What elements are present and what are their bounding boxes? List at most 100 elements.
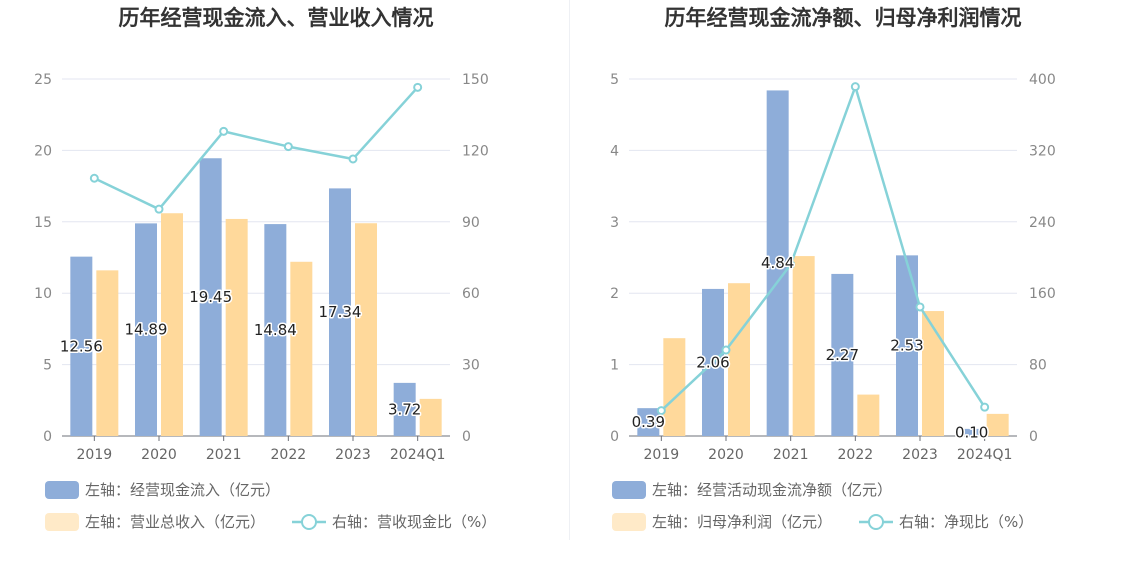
chart2-legend-swatch — [612, 481, 646, 499]
chart2-right-tick-label: 240 — [1029, 215, 1056, 231]
chart2-x-tick-label: 2019 — [644, 447, 680, 463]
chart2-line-point — [980, 402, 990, 412]
chart2-legend-label: 右轴：净现比（%） — [899, 513, 1033, 531]
chart2-bar-data-label: 2.53 — [890, 337, 923, 355]
chart2-left-tick-label: 2 — [610, 286, 619, 302]
chart1-right-tick-label: 0 — [462, 429, 471, 445]
chart1-line-point — [89, 173, 99, 183]
chart2-right-tick-label: 160 — [1029, 286, 1056, 302]
chart2-x-tick-label: 2024Q1 — [957, 447, 1013, 463]
chart2-right-tick-label: 0 — [1029, 429, 1038, 445]
chart1-line-point — [219, 126, 229, 136]
chart1-bar-series1 — [70, 256, 93, 436]
chart1-bar-series2 — [225, 218, 248, 436]
chart2-title: 历年经营现金流净额、归母净利润情况 — [665, 6, 1022, 30]
chart1-bar-series2 — [96, 270, 119, 436]
chart1-bar-series2 — [161, 213, 183, 436]
chart1-bar-series1 — [199, 158, 222, 436]
chart2-line-point — [721, 345, 731, 355]
chart2-bar-series1 — [637, 408, 660, 436]
chart1-bar-data-label: 14.89 — [125, 321, 168, 339]
chart1-right-tick-label: 120 — [462, 143, 489, 159]
chart2-legend-marker — [868, 514, 884, 530]
chart-panel-right: 历年经营现金流净额、归母净利润情况 0 0 1 80 2 160 3 240 4 320 5 400 20… — [567, 0, 1134, 582]
chart1-left-tick-label: 25 — [34, 72, 52, 88]
chart2-x-tick-label: 2023 — [902, 447, 938, 463]
chart2-legend-label: 左轴：归母净利润（亿元） — [652, 513, 832, 531]
chart1-legend-swatch — [45, 513, 79, 531]
chart1-bar-series2 — [290, 261, 313, 436]
chart1-right-tick-label: 90 — [462, 215, 480, 231]
chart2-bar-series1 — [766, 90, 789, 436]
chart2-bar-series1 — [896, 255, 918, 436]
chart1-legend-label: 左轴：营业总收入（亿元） — [85, 513, 265, 531]
chart1-bar-data-label: 19.45 — [189, 288, 232, 306]
chart2-bar-data-label: 4.84 — [761, 254, 794, 272]
chart1-x-tick-label: 2024Q1 — [390, 447, 446, 463]
chart2-bar-series2 — [986, 413, 1009, 436]
chart2-line-point — [850, 82, 860, 92]
chart1-x-tick-label: 2019 — [77, 447, 113, 463]
chart1-left-tick-label: 5 — [43, 358, 52, 374]
chart1-bar-series1 — [329, 188, 351, 436]
chart1-x-tick-label: 2020 — [141, 447, 177, 463]
chart1-legend-label: 右轴：营收现金比（%） — [332, 513, 496, 531]
chart2-bar-series2 — [663, 338, 686, 436]
chart2-left-tick-label: 1 — [610, 358, 619, 374]
chart-right-svg: 历年经营现金流净额、归母净利润情况 0 0 1 80 2 160 3 240 4 320 5 400 20… — [610, 6, 1056, 531]
chart2-x-tick-label: 2021 — [773, 447, 809, 463]
chart2-left-tick-label: 0 — [610, 429, 619, 445]
chart-panel-left: 历年经营现金流入、营业收入情况 0 0 5 30 10 60 15 90 20 120 25 150 20… — [34, 6, 496, 531]
chart1-x-tick-label: 2023 — [335, 447, 371, 463]
chart-left-svg: 历年经营现金流入、营业收入情况 0 0 5 30 10 60 15 90 20 120 25 150 20… — [34, 6, 496, 531]
chart2-legend-swatch — [612, 513, 646, 531]
chart1-left-tick-label: 15 — [34, 215, 52, 231]
chart1-line-point — [413, 82, 423, 92]
chart2-bar-series2 — [728, 283, 750, 436]
chart1-line-point — [154, 204, 164, 214]
chart1-line-point — [348, 154, 358, 164]
chart1-left-tick-label: 20 — [34, 143, 52, 159]
chart2-legend-label: 左轴：经营活动现金流净额（亿元） — [652, 481, 892, 499]
chart2-left-tick-label: 3 — [610, 215, 619, 231]
chart2-line-point — [656, 406, 666, 416]
chart1-bar-data-label: 17.34 — [319, 303, 362, 321]
chart2-right-tick-label: 320 — [1029, 143, 1056, 159]
chart1-bar-series2 — [355, 223, 377, 436]
chart1-bar-series2 — [419, 398, 442, 436]
panel-divider — [569, 0, 570, 540]
chart1-right-tick-label: 60 — [462, 286, 480, 302]
chart1-x-tick-label: 2022 — [271, 447, 307, 463]
chart1-left-tick-label: 10 — [34, 286, 52, 302]
chart1-line-point — [283, 142, 293, 152]
chart2-left-tick-label: 4 — [610, 143, 619, 159]
chart2-bar-series1 — [831, 273, 854, 436]
chart1-line-series — [93, 86, 419, 211]
chart2-bar-data-label: 0.10 — [955, 423, 988, 441]
chart2-left-tick-label: 5 — [610, 72, 619, 88]
chart1-bar-series1 — [135, 223, 157, 436]
chart2-x-tick-label: 2020 — [708, 447, 744, 463]
chart1-right-tick-label: 150 — [462, 72, 489, 88]
chart2-bar-data-label: 2.06 — [696, 353, 729, 371]
chart2-bar-series2 — [922, 311, 944, 436]
chart2-bar-series1 — [960, 428, 983, 436]
chart1-bar-data-label: 3.72 — [388, 400, 421, 418]
chart2-bar-series2 — [792, 256, 815, 436]
chart2-right-tick-label: 80 — [1029, 358, 1047, 374]
chart1-bar-data-label: 12.56 — [60, 337, 103, 355]
chart1-bar-series1 — [393, 382, 416, 436]
chart1-legend-marker — [301, 514, 317, 530]
chart1-right-tick-label: 30 — [462, 358, 480, 374]
chart2-line-point — [786, 260, 796, 270]
chart2-x-tick-label: 2022 — [838, 447, 874, 463]
chart1-bar-series1 — [264, 224, 287, 436]
chart2-line-point — [915, 302, 925, 312]
chart1-title: 历年经营现金流入、营业收入情况 — [119, 6, 434, 30]
chart1-legend-swatch — [45, 481, 79, 499]
chart1-left-tick-label: 0 — [43, 429, 52, 445]
chart1-bar-data-label: 14.84 — [254, 321, 297, 339]
chart2-bar-series2 — [857, 394, 880, 436]
chart1-x-tick-label: 2021 — [206, 447, 242, 463]
chart2-bar-data-label: 0.39 — [632, 413, 665, 431]
